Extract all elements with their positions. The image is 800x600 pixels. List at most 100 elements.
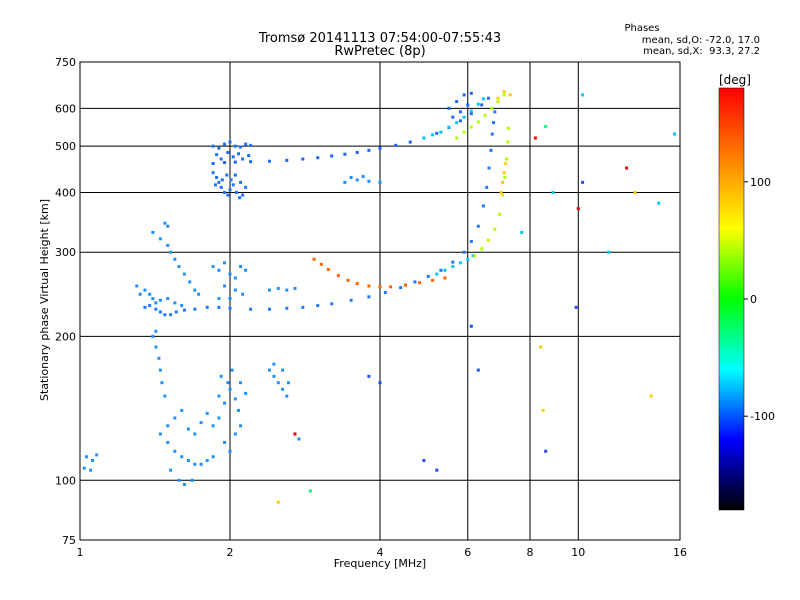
data-point bbox=[285, 306, 289, 310]
data-point bbox=[455, 136, 459, 140]
data-point bbox=[228, 140, 232, 144]
data-point bbox=[476, 102, 480, 106]
data-point bbox=[451, 260, 455, 264]
data-point bbox=[487, 166, 491, 170]
data-point bbox=[505, 157, 509, 161]
data-point bbox=[217, 297, 221, 301]
data-point bbox=[166, 424, 170, 428]
data-point bbox=[367, 295, 371, 299]
data-point bbox=[489, 148, 493, 152]
data-point bbox=[173, 301, 177, 305]
data-point bbox=[276, 500, 280, 504]
phases-title: Phases bbox=[624, 23, 659, 34]
data-point bbox=[476, 224, 480, 228]
data-point bbox=[211, 144, 215, 148]
data-point bbox=[281, 368, 285, 372]
data-point bbox=[193, 462, 197, 466]
data-point bbox=[223, 190, 227, 194]
data-point bbox=[151, 297, 155, 301]
data-point bbox=[217, 416, 221, 420]
y-tick-labels: 75 100 200 300 400 500 600 750 bbox=[55, 56, 76, 547]
data-point bbox=[503, 175, 507, 179]
data-point bbox=[244, 142, 248, 146]
data-point bbox=[378, 146, 382, 150]
data-point bbox=[285, 288, 289, 292]
chart-title: Tromsø 20141113 07:54:00-07:55:43 bbox=[258, 31, 501, 46]
phases-o-stats: mean, sd,O: -72.0, 17.0 bbox=[642, 35, 760, 46]
data-point bbox=[215, 175, 219, 179]
data-point bbox=[239, 180, 243, 184]
data-point bbox=[234, 190, 238, 194]
data-point bbox=[469, 112, 473, 116]
data-point bbox=[520, 230, 524, 234]
data-point bbox=[193, 288, 197, 292]
data-point bbox=[435, 131, 439, 135]
data-point bbox=[151, 334, 155, 338]
colorbar-tick-label: 0 bbox=[750, 293, 757, 306]
data-point bbox=[486, 238, 490, 242]
data-point bbox=[469, 125, 473, 129]
data-point bbox=[211, 161, 215, 165]
data-point bbox=[135, 284, 139, 288]
data-point bbox=[217, 394, 221, 398]
data-point bbox=[228, 297, 232, 301]
colorbar-unit: [deg] bbox=[719, 73, 751, 87]
y-tick-label: 75 bbox=[62, 534, 76, 547]
data-point bbox=[498, 212, 502, 216]
data-point bbox=[233, 397, 237, 401]
data-point bbox=[158, 298, 162, 302]
colorbar-tick-label: 100 bbox=[750, 176, 771, 189]
data-point bbox=[469, 91, 473, 95]
colorbar-ticks: 100 0 -100 bbox=[744, 176, 775, 423]
data-point bbox=[249, 160, 253, 164]
data-point bbox=[158, 310, 162, 314]
data-point bbox=[160, 381, 164, 385]
data-point bbox=[143, 305, 147, 309]
data-point bbox=[158, 432, 162, 436]
data-point bbox=[493, 227, 497, 231]
data-point bbox=[219, 157, 223, 161]
data-point bbox=[272, 374, 276, 378]
data-point bbox=[343, 180, 347, 184]
data-point bbox=[239, 265, 243, 269]
data-point bbox=[169, 468, 173, 472]
data-point bbox=[236, 408, 240, 412]
data-point bbox=[502, 93, 506, 97]
data-point bbox=[223, 161, 227, 165]
x-tick-label: 4 bbox=[377, 546, 384, 559]
y-tick-label: 500 bbox=[55, 140, 76, 153]
data-point bbox=[223, 440, 227, 444]
data-point bbox=[233, 160, 237, 164]
data-point bbox=[408, 140, 412, 144]
data-point bbox=[293, 286, 297, 290]
data-point bbox=[367, 284, 371, 288]
data-point bbox=[308, 489, 312, 493]
data-point bbox=[426, 274, 430, 278]
data-point bbox=[431, 278, 435, 282]
data-point bbox=[219, 374, 223, 378]
data-point bbox=[267, 307, 271, 311]
data-point bbox=[439, 130, 443, 134]
data-point bbox=[226, 193, 230, 197]
data-point bbox=[506, 126, 510, 130]
data-point bbox=[166, 297, 170, 301]
data-point bbox=[422, 458, 426, 462]
data-point bbox=[193, 307, 197, 311]
data-point bbox=[211, 424, 215, 428]
data-point bbox=[231, 183, 235, 187]
data-point bbox=[367, 179, 371, 183]
data-point bbox=[466, 257, 470, 261]
data-point bbox=[462, 130, 466, 134]
data-point bbox=[378, 285, 382, 289]
data-point bbox=[330, 302, 334, 306]
data-point bbox=[158, 237, 162, 241]
data-point bbox=[177, 265, 181, 269]
data-point bbox=[355, 178, 359, 182]
x-axis-label: Frequency [MHz] bbox=[334, 557, 426, 570]
data-point bbox=[157, 356, 161, 360]
data-point bbox=[223, 401, 227, 405]
grid-lines bbox=[80, 62, 680, 540]
data-point bbox=[188, 280, 192, 284]
data-point bbox=[177, 478, 181, 482]
data-point bbox=[319, 262, 323, 266]
